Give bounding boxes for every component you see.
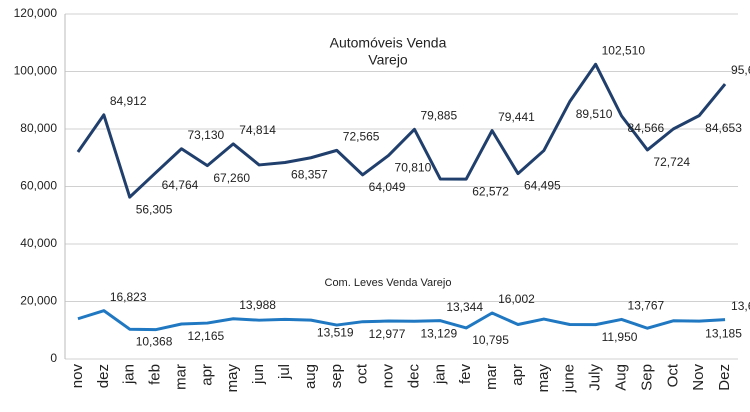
data-label: 13,344	[446, 300, 483, 314]
data-label: 89,510	[576, 107, 613, 121]
series-line	[76, 62, 727, 199]
x-tick-label: mar	[172, 364, 189, 390]
y-tick-label: 0	[50, 351, 57, 365]
y-tick-label: 80,000	[20, 121, 57, 135]
annotation: Com. Leves Venda Varejo	[325, 277, 452, 289]
x-tick-label: mar	[483, 364, 500, 390]
data-label: 64,495	[524, 179, 561, 193]
data-label: 84,912	[110, 94, 147, 108]
y-tick-label: 100,000	[14, 64, 58, 78]
data-label: 67,260	[213, 171, 250, 185]
x-tick-label: may	[224, 364, 241, 393]
data-label: 64,049	[369, 180, 406, 194]
data-label: 84,566	[628, 121, 665, 135]
x-tick-label: dez	[95, 364, 112, 388]
x-tick-label: Nov	[690, 364, 707, 391]
data-label: 84,653	[705, 121, 742, 135]
x-tick-label: apr	[509, 364, 526, 386]
data-label: 102,510	[602, 43, 646, 57]
x-tick-label: apr	[198, 364, 215, 386]
x-tick-label: may	[535, 364, 552, 393]
data-label: 13,988	[239, 298, 276, 312]
x-tick-label: Dez	[716, 364, 733, 391]
data-label: 79,885	[420, 109, 457, 123]
data-label: 12,165	[187, 329, 224, 343]
y-tick-label: 20,000	[20, 294, 57, 308]
series-line	[77, 309, 726, 332]
data-label: 73,130	[187, 128, 224, 142]
data-label: 10,795	[472, 333, 509, 347]
data-label: 62,572	[472, 184, 509, 198]
x-tick-label: Aug	[612, 364, 629, 391]
data-label: 16,002	[498, 292, 535, 306]
data-label: 68,357	[291, 168, 328, 182]
x-tick-label: nov	[380, 364, 397, 389]
x-tick-label: oct	[354, 363, 371, 384]
x-tick-label: aug	[302, 364, 319, 389]
x-tick-label: june	[561, 364, 578, 393]
data-label: 56,305	[136, 202, 173, 216]
data-label: 74,814	[239, 123, 276, 137]
x-tick-label: jul	[276, 364, 293, 380]
data-label: 13,679	[731, 299, 750, 313]
data-label: 11,950	[602, 330, 638, 344]
data-label: 10,368	[136, 334, 173, 348]
data-label: 79,441	[498, 110, 535, 124]
y-tick-label: 40,000	[20, 236, 57, 250]
data-label: 95,640	[731, 63, 750, 77]
data-label: 13,129	[420, 326, 457, 340]
data-label: 12,977	[369, 327, 406, 341]
x-tick-label: feb	[147, 364, 164, 385]
x-tick-label: Sep	[638, 364, 655, 391]
annotation: Varejo	[368, 52, 408, 68]
data-label: 64,764	[162, 178, 199, 192]
x-tick-label: sep	[328, 364, 345, 388]
data-label: 70,810	[395, 161, 432, 175]
x-tick-label: jan	[431, 364, 448, 385]
x-tick-label: jan	[121, 364, 138, 385]
y-tick-label: 120,000	[14, 6, 58, 20]
x-tick-label: dec	[405, 364, 422, 389]
x-tick-label: nov	[69, 364, 86, 389]
data-label: 13,767	[628, 299, 665, 313]
data-label: 72,565	[343, 130, 380, 144]
data-label: 13,185	[705, 326, 742, 340]
x-tick-label: Oct	[664, 363, 681, 387]
y-tick-label: 60,000	[20, 179, 57, 193]
x-tick-label: fev	[457, 364, 474, 385]
x-tick-label: July	[587, 364, 604, 391]
data-label: 72,724	[653, 155, 690, 169]
data-label: 13,519	[317, 325, 354, 339]
x-tick-label: jun	[250, 364, 267, 385]
data-label: 16,823	[110, 290, 147, 304]
annotation: Automóveis Venda	[330, 35, 447, 51]
